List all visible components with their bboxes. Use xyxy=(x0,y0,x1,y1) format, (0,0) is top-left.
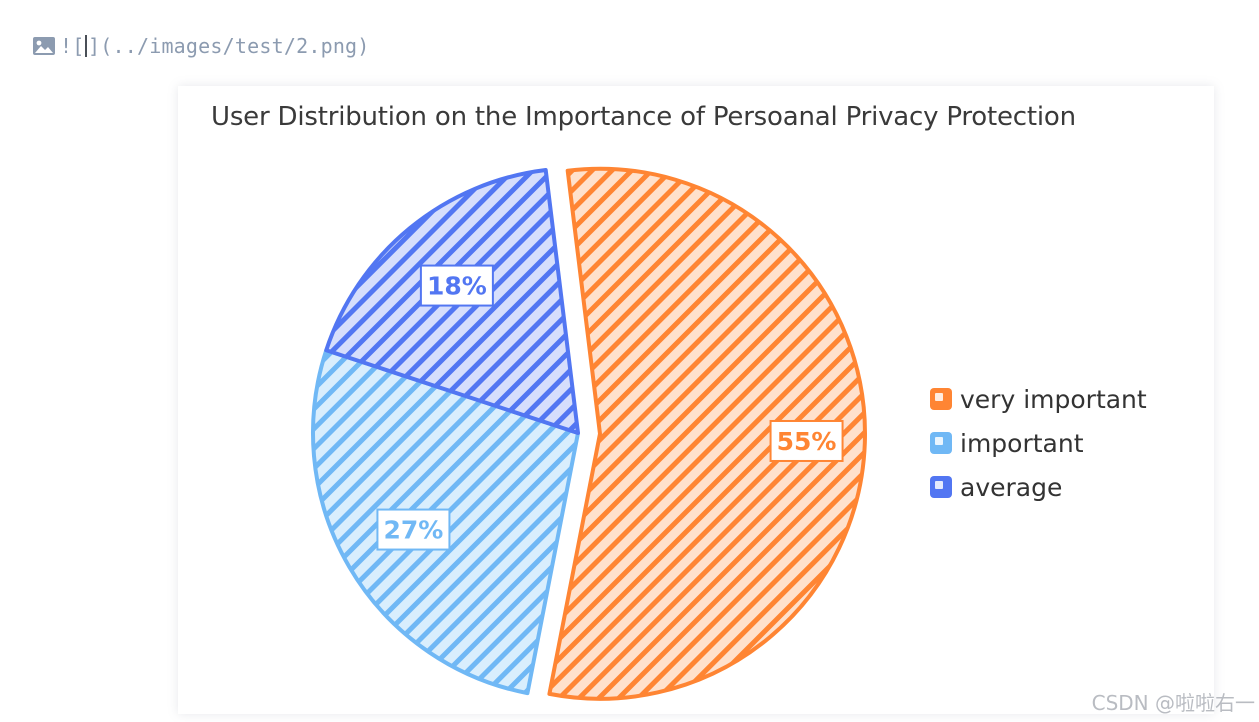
markdown-prefix: ![ xyxy=(60,34,85,58)
markdown-path: (../images/test/2.png) xyxy=(100,34,370,58)
legend-item-very-important[interactable]: very important xyxy=(930,382,1147,416)
image-icon xyxy=(33,37,55,55)
legend-label: very important xyxy=(960,384,1147,414)
data-label-very-important: 55% xyxy=(769,419,844,462)
legend-swatch xyxy=(930,432,952,454)
data-label-text: 18% xyxy=(427,272,487,301)
legend-item-average[interactable]: average xyxy=(930,470,1147,504)
data-label-average: 18% xyxy=(419,264,494,307)
markdown-bracket: ] xyxy=(87,34,101,58)
text-caret xyxy=(85,35,87,57)
legend-item-important[interactable]: important xyxy=(930,426,1147,460)
chart-title: User Distribution on the Importance of P… xyxy=(211,102,1076,132)
data-label-text: 27% xyxy=(384,516,444,545)
chart-legend: very important important average xyxy=(930,382,1147,504)
pie-chart: 55% 27% 18% xyxy=(311,166,867,701)
watermark: CSDN @啦啦右一 xyxy=(1091,691,1255,715)
markdown-image-line[interactable]: ![ ] (../images/test/2.png) xyxy=(32,32,370,60)
legend-swatch xyxy=(930,476,952,498)
pie-slice-very-important[interactable] xyxy=(547,166,867,701)
data-label-text: 55% xyxy=(777,427,837,456)
data-label-important: 27% xyxy=(376,508,451,551)
legend-swatch xyxy=(930,388,952,410)
chart-card: User Distribution on the Importance of P… xyxy=(178,86,1214,714)
legend-label: average xyxy=(960,472,1063,502)
legend-label: important xyxy=(960,428,1084,458)
